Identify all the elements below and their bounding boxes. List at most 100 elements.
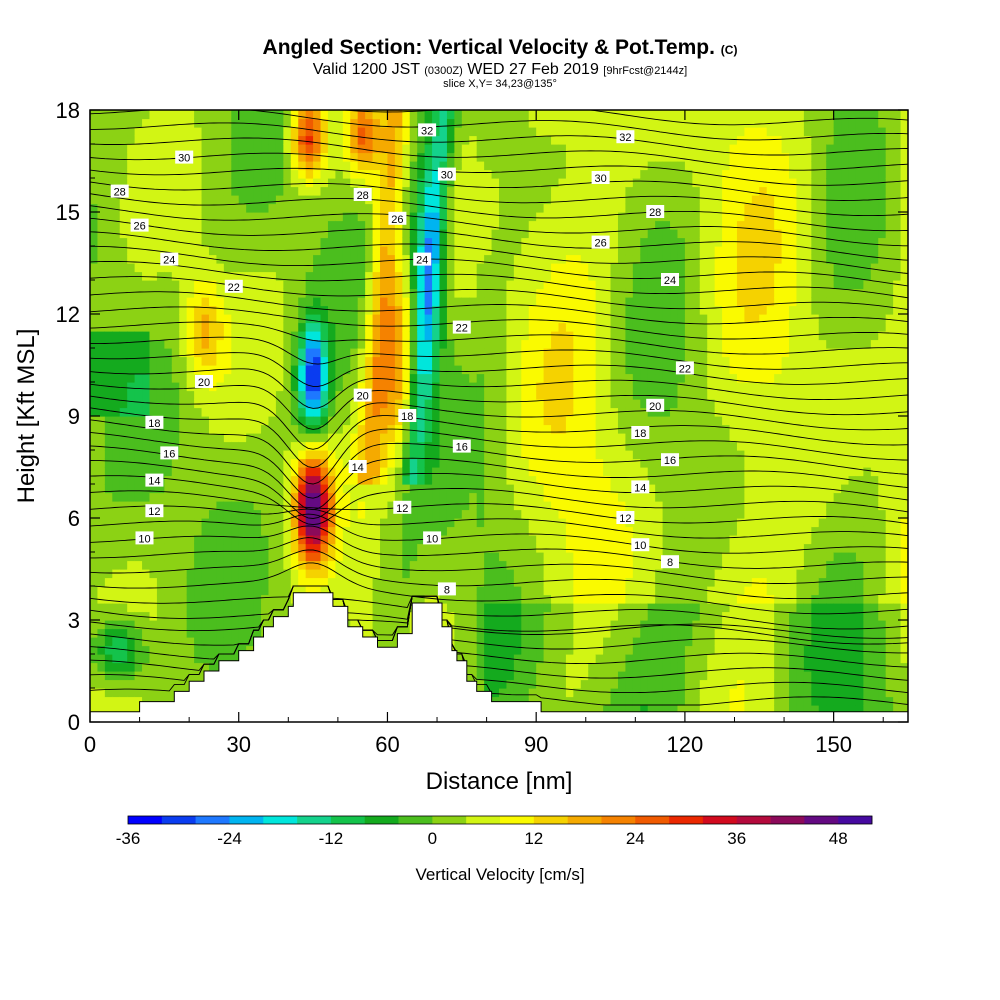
velocity-cell [595,271,604,281]
velocity-cell [290,237,299,247]
velocity-cell [179,271,188,281]
velocity-cell [142,288,151,298]
title-suffix: (C) [720,43,738,57]
velocity-cell [179,373,188,383]
velocity-cell [104,552,113,562]
velocity-cell [208,314,218,324]
velocity-cell [580,586,589,596]
velocity-cell [528,492,537,502]
velocity-cell [476,305,485,315]
velocity-cell [179,110,188,120]
velocity-cell [558,254,567,264]
velocity-cell [432,424,441,434]
velocity-cell [461,305,470,315]
velocity-cell [246,220,255,230]
velocity-cell [380,441,389,451]
velocity-cell [446,297,455,307]
velocity-cell [127,178,136,188]
velocity-cell [580,475,589,485]
velocity-cell [149,679,158,689]
velocity-cell [580,229,589,239]
velocity-cell [97,322,106,332]
velocity-cell [573,263,582,273]
velocity-cell [484,416,493,426]
velocity-cell [246,178,255,188]
velocity-cell [186,144,195,154]
velocity-cell [372,450,381,460]
velocity-cell [97,450,106,460]
velocity-cell [208,271,218,281]
velocity-cell [506,535,515,545]
velocity-cell [551,373,560,383]
velocity-cell [179,322,188,332]
velocity-cell [558,297,567,307]
velocity-cell [104,654,113,664]
velocity-cell [357,178,366,188]
velocity-cell [484,178,493,188]
velocity-cell [298,484,307,494]
velocity-cell [499,305,508,315]
velocity-cell [543,110,552,120]
velocity-cell [573,186,582,196]
velocity-cell [171,467,180,477]
velocity-cell [268,348,277,358]
velocity-cell [603,645,612,655]
velocity-cell [90,229,99,239]
velocity-cell [156,424,165,434]
velocity-cell [372,518,381,528]
velocity-cell [409,586,418,596]
velocity-cell [558,603,567,613]
velocity-cell [506,552,515,562]
velocity-cell [372,314,381,324]
velocity-cell [231,212,240,222]
velocity-cell [476,603,485,613]
velocity-cell [536,662,545,672]
velocity-cell [320,339,329,349]
velocity-cell [439,407,448,417]
velocity-cell [290,110,299,120]
velocity-cell [97,654,106,664]
velocity-cell [595,127,604,137]
velocity-cell [290,305,299,315]
velocity-cell [409,594,418,604]
velocity-cell [551,220,560,230]
velocity-cell [127,186,136,196]
velocity-cell [142,297,151,307]
velocity-cell [127,586,136,596]
velocity-cell [298,161,307,171]
velocity-cell [499,679,508,689]
velocity-cell [439,569,448,579]
velocity-cell [194,118,203,128]
velocity-cell [142,254,151,264]
velocity-cell [298,467,307,477]
velocity-cell [253,178,262,188]
velocity-cell [387,620,396,630]
velocity-cell [179,280,188,290]
velocity-cell [313,399,322,409]
velocity-cell [156,552,165,562]
velocity-cell [402,229,411,239]
velocity-cell [320,390,329,400]
velocity-cell [372,271,381,281]
velocity-cell [216,135,225,145]
velocity-cell [127,594,136,604]
velocity-cell [491,297,500,307]
velocity-cell [513,297,522,307]
velocity-cell [134,705,143,715]
velocity-cell [543,458,552,468]
velocity-cell [149,288,158,298]
velocity-cell [290,186,299,196]
velocity-cell [588,356,597,366]
velocity-cell [335,263,344,273]
velocity-cell [417,288,426,298]
velocity-cell [409,161,418,171]
velocity-cell [528,671,537,681]
velocity-cell [521,297,530,307]
velocity-cell [201,237,210,247]
velocity-cell [208,662,218,672]
velocity-cell [305,314,314,324]
velocity-cell [104,450,113,460]
velocity-cell [476,671,485,681]
velocity-cell [439,509,448,519]
velocity-cell [149,620,158,630]
